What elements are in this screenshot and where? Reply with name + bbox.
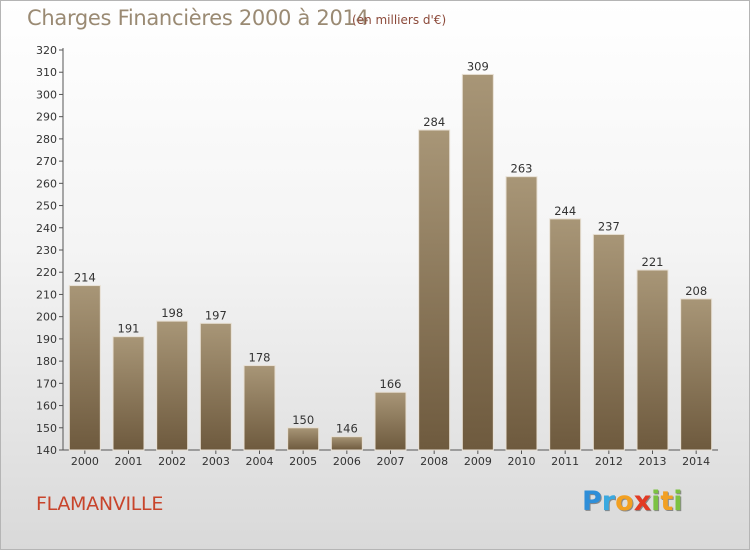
value-label: 263	[511, 162, 533, 176]
y-tick-label: 190	[36, 333, 57, 346]
y-tick-label: 280	[36, 133, 57, 146]
chart-labels: 214 191 198 197 178 150 146 166 284 309 263 244 237 2…	[74, 59, 707, 435]
x-tick-label: 2011	[551, 455, 579, 468]
bar-2002	[156, 320, 189, 451]
x-tick-label: 2010	[508, 455, 536, 468]
logo-letter: r	[601, 486, 616, 517]
value-label: 166	[380, 377, 402, 391]
value-label: 244	[554, 204, 576, 218]
bar-2005	[287, 427, 320, 451]
bar-2012	[592, 233, 625, 451]
y-tick-label: 160	[36, 400, 57, 413]
x-tick-label: 2004	[246, 455, 274, 468]
x-tick-label: 2008	[420, 455, 448, 468]
x-tick-label: 2014	[682, 455, 710, 468]
y-tick-label: 260	[36, 177, 57, 190]
value-label: 208	[685, 284, 707, 298]
bar-2013	[636, 269, 669, 451]
value-label: 178	[249, 351, 271, 365]
value-label: 191	[118, 322, 140, 336]
x-tick-label: 2012	[595, 455, 623, 468]
logo-letter: i	[673, 486, 683, 517]
y-tick-label: 310	[36, 66, 57, 79]
y-tick-label: 300	[36, 88, 57, 101]
y-tick-label: 230	[36, 244, 57, 257]
bar-2004	[243, 365, 276, 451]
x-tick-label: 2009	[464, 455, 492, 468]
value-label: 214	[74, 271, 96, 285]
bar-2010	[505, 176, 538, 451]
x-tick-label: 2007	[377, 455, 405, 468]
y-tick-label: 170	[36, 377, 57, 390]
x-tick-label: 2005	[289, 455, 317, 468]
y-tick-label: 290	[36, 111, 57, 124]
y-tick-label: 240	[36, 222, 57, 235]
x-tick-label: 2002	[158, 455, 186, 468]
y-tick-label: 320	[36, 44, 57, 57]
x-tick-label: 2013	[639, 455, 667, 468]
y-tick-label: 270	[36, 155, 57, 168]
bar-2003	[199, 322, 232, 451]
chart-bars	[68, 73, 713, 451]
logo-letter: x	[633, 486, 652, 517]
y-tick-label: 140	[36, 444, 57, 457]
bar-2007	[374, 391, 407, 451]
chart-subtitle: (en milliers d'€)	[352, 13, 447, 27]
bar-2001	[112, 336, 145, 451]
bar-2009	[461, 73, 494, 451]
logo-letter: t	[660, 486, 674, 517]
y-tick-label: 180	[36, 355, 57, 368]
logo-letter: o	[615, 486, 634, 517]
bar-2006	[330, 436, 363, 451]
y-tick-label: 210	[36, 288, 57, 301]
value-label: 284	[423, 115, 445, 129]
x-tick-label: 2006	[333, 455, 361, 468]
value-label: 150	[292, 413, 314, 427]
value-label: 146	[336, 422, 358, 436]
x-tick-label: 2000	[71, 455, 99, 468]
bar-2011	[549, 218, 582, 451]
bar-2014	[680, 298, 713, 451]
value-label: 221	[642, 255, 664, 269]
y-tick-label: 250	[36, 200, 57, 213]
logo-letter: P	[582, 486, 602, 517]
x-tick-label: 2003	[202, 455, 230, 468]
value-label: 198	[161, 306, 183, 320]
y-tick-label: 200	[36, 311, 57, 324]
value-label: 237	[598, 219, 620, 233]
chart-title: Charges Financières 2000 à 2014	[27, 6, 369, 30]
bar-2008	[418, 129, 451, 451]
logo-letter: i	[651, 486, 661, 517]
proxiti-logo[interactable]: Proxiti	[582, 486, 683, 517]
value-label: 197	[205, 308, 227, 322]
commune-name: FLAMANVILLE	[36, 493, 164, 515]
value-label: 309	[467, 59, 489, 73]
y-tick-label: 150	[36, 422, 57, 435]
bar-2000	[68, 285, 101, 451]
x-tick-label: 2001	[115, 455, 143, 468]
y-tick-label: 220	[36, 266, 57, 279]
